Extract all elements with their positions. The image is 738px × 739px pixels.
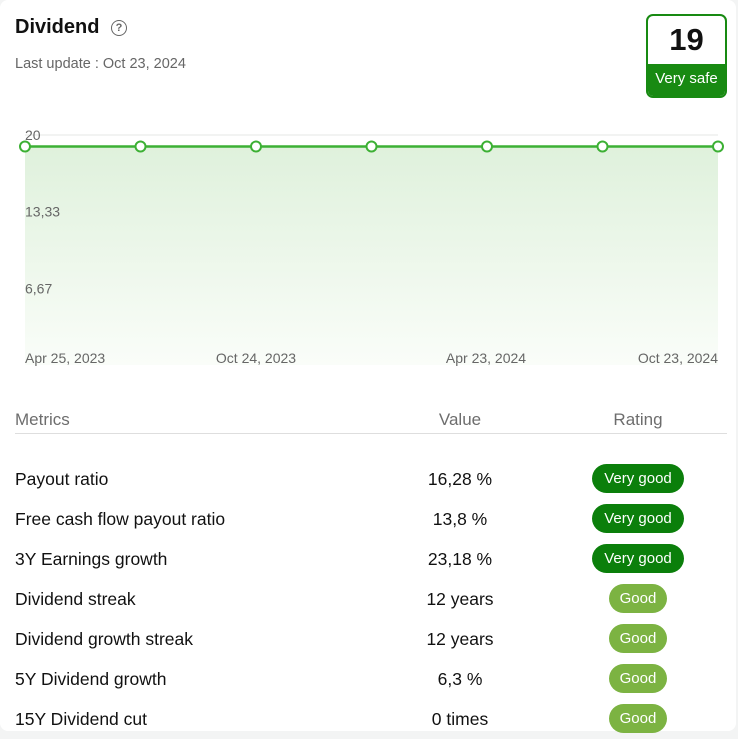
value-column-header: Value — [438, 410, 482, 429]
rating-badge: Good — [609, 584, 667, 613]
chart-data-point[interactable] — [134, 140, 147, 153]
safety-score-value: 19 — [669, 22, 704, 57]
chart-y-tick-label: 13,33 — [25, 204, 60, 220]
chart-data-point[interactable] — [19, 140, 31, 153]
table-header-divider — [15, 433, 727, 434]
metric-row: Free cash flow payout ratio 13,8 % Very go… — [0, 499, 736, 539]
chart-y-tick-label: 20 — [25, 127, 41, 143]
metric-row: 15Y Dividend cut 0 times Good — [0, 699, 736, 739]
metric-row: 3Y Earnings growth 23,18 % Very good — [0, 539, 736, 579]
question-circle-icon[interactable]: ? — [111, 20, 127, 36]
chart-x-tick-label: Apr 25, 2023 — [25, 350, 105, 366]
chart-x-tick-label: Oct 23, 2024 — [638, 350, 718, 366]
chart-x-tick-label: Oct 24, 2023 — [216, 350, 296, 366]
rating-column-header: Rating — [613, 410, 663, 429]
metric-row: Dividend growth streak 12 years Good — [0, 619, 736, 659]
metric-value: 12 years — [426, 589, 494, 609]
safety-score-badge: 19 Very safe — [646, 14, 727, 98]
metric-row: Payout ratio 16,28 % Very good — [0, 459, 736, 499]
metric-name: 5Y Dividend growth — [15, 669, 167, 689]
chart-y-tick-label: 6,67 — [25, 280, 52, 296]
metric-value: 0 times — [431, 709, 489, 729]
metric-value: 23,18 % — [427, 549, 493, 569]
last-update-text: Last update : Oct 23, 2024 — [15, 56, 186, 72]
metric-name: Dividend growth streak — [15, 629, 193, 649]
chart-x-tick-label: Apr 23, 2024 — [446, 350, 526, 366]
rating-badge: Very good — [592, 504, 684, 533]
metric-value: 6,3 % — [437, 669, 483, 689]
chart-area-fill — [25, 146, 718, 365]
rating-badge: Good — [609, 704, 667, 733]
metric-row: Dividend streak 12 years Good — [0, 579, 736, 619]
chart-data-point[interactable] — [481, 140, 493, 153]
metric-name: 3Y Earnings growth — [15, 549, 168, 569]
chart-data-point[interactable] — [365, 140, 378, 153]
rating-badge: Very good — [592, 464, 684, 493]
metric-value: 16,28 % — [427, 469, 493, 489]
rating-badge: Good — [609, 624, 667, 653]
dividend-score-chart: 20 13,33 6,67 Apr 25, 2023 Oct 24, 2023 Apr … — [19, 127, 724, 366]
metric-name: Dividend streak — [15, 589, 136, 609]
chart-data-point[interactable] — [596, 140, 609, 153]
metrics-column-header: Metrics — [15, 410, 70, 429]
safety-score-label: Very safe — [648, 64, 725, 96]
metric-value: 12 years — [426, 629, 494, 649]
chart-data-point[interactable] — [712, 140, 724, 153]
metric-row: 5Y Dividend growth 6,3 % Good — [0, 659, 736, 699]
metric-name: Free cash flow payout ratio — [15, 509, 226, 529]
card-title: Dividend — [15, 16, 100, 38]
rating-badge: Good — [609, 664, 667, 693]
rating-badge: Very good — [592, 544, 684, 573]
metric-name: Payout ratio — [15, 469, 109, 489]
metric-name: 15Y Dividend cut — [15, 709, 147, 729]
metric-value: 13,8 % — [432, 509, 488, 529]
chart-data-point[interactable] — [250, 140, 262, 153]
